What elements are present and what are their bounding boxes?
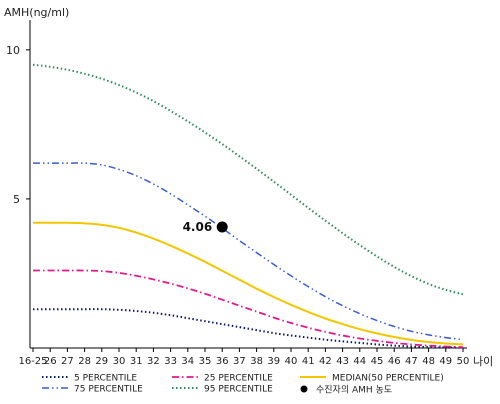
x-tick-label: 29	[95, 356, 108, 367]
x-tick-label: 49	[439, 356, 452, 367]
series-line	[33, 308, 464, 349]
x-tick-label: 43	[336, 356, 349, 367]
x-tick-label: 38	[250, 356, 263, 367]
x-tick-label: 16-25	[18, 356, 47, 367]
x-tick-label: 27	[61, 356, 74, 367]
legend-label: 95 PERCENTILE	[204, 385, 273, 395]
x-tick-label: 48	[422, 356, 435, 367]
marker-value-label: 4.06	[183, 220, 213, 234]
marker-point	[216, 221, 228, 233]
legend-marker-label: 수진자의 AMH 농도	[316, 385, 392, 396]
x-axis-label: 나이	[473, 355, 493, 368]
x-tick-label: 47	[405, 356, 418, 367]
x-tick-label: 31	[130, 356, 143, 367]
series-lines	[32, 63, 464, 349]
y-tick-label: 5	[13, 193, 20, 206]
legend-label: 5 PERCENTILE	[74, 374, 137, 384]
x-tick-label: 34	[181, 356, 194, 367]
x-tick-label: 42	[319, 356, 332, 367]
x-tick-label: 44	[353, 356, 366, 367]
x-tick-label: 46	[388, 356, 401, 367]
x-tick-label: 45	[371, 356, 384, 367]
x-tick-label: 36	[216, 356, 229, 367]
x-tick-label: 26	[44, 356, 57, 367]
x-tick-label: 40	[285, 356, 298, 367]
x-tick-label: 32	[147, 356, 160, 367]
series-line	[33, 221, 464, 346]
legend-label: 25 PERCENTILE	[204, 374, 273, 384]
x-tick-label: 41	[302, 356, 315, 367]
x-tick-label: 28	[78, 356, 91, 367]
x-tick-label: 39	[267, 356, 280, 367]
legend-label: MEDIAN(50 PERCENTILE)	[332, 374, 444, 384]
series-line	[33, 162, 464, 341]
x-tick-label: 35	[199, 356, 212, 367]
legend-marker-swatch	[300, 385, 308, 393]
y-axis-label: AMH(ng/ml)	[4, 6, 69, 19]
patient-marker: 4.06	[183, 220, 228, 234]
x-tick-label: 30	[113, 356, 126, 367]
x-tick-label: 33	[164, 356, 177, 367]
legend-label: 75 PERCENTILE	[74, 385, 143, 395]
x-tick-label: 37	[233, 356, 246, 367]
series-line	[32, 269, 464, 348]
x-tick-label: 50	[457, 356, 470, 367]
legend: 5 PERCENTILE 25 PERCENTILE MEDIAN(50 PERCE…	[42, 374, 444, 396]
series-line	[32, 63, 464, 296]
y-tick-label: 10	[6, 44, 20, 57]
